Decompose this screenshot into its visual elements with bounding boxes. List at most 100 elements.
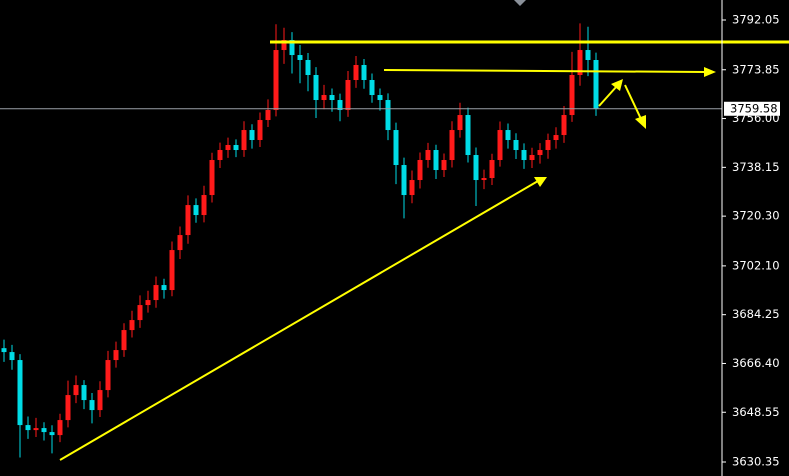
candle-body [345,80,351,111]
candle-body [145,300,151,306]
candle-body [185,205,191,236]
candle-body [561,115,567,136]
candle-body [49,432,55,436]
candle-body [337,100,343,111]
price-axis: 3792.053773.853756.003738.153720.303702.… [722,13,780,469]
candle-body [201,195,207,216]
candle-body [89,400,95,411]
arrow-head [704,67,716,77]
y-tick-label: 3684.25 [732,307,780,321]
candle-body [193,205,199,216]
candle-body [569,75,575,116]
candle-body [513,140,519,151]
candle-body [457,115,463,131]
candle-body [441,160,447,171]
candle-body [409,180,415,196]
candle-body [281,40,287,51]
candle-body [593,59,599,109]
arrow-head [534,177,547,187]
candle-body [329,95,335,101]
y-tick-label: 3702.10 [732,258,780,272]
candle-body [537,150,543,156]
candle-body [577,50,583,76]
candle-body [1,348,7,353]
candle-body [233,145,239,151]
candle-body [369,80,375,96]
candle-body [305,59,311,76]
candle-body [473,155,479,181]
candle-body [489,160,495,179]
y-tick-label: 3666.40 [732,356,780,370]
candle-body [137,305,143,321]
candle-body [273,50,279,111]
candle-body [257,120,263,141]
last-price-box [724,101,780,116]
level-arrow [383,69,707,73]
candle-body [265,110,271,121]
candle-body [521,150,527,161]
y-tick-label: 3648.55 [732,405,780,419]
trend-line [59,180,539,461]
candle-body [105,360,111,391]
candle-body [377,95,383,101]
candle-body [481,178,487,181]
y-tick-label: 3630.35 [732,455,780,469]
candle-body [401,165,407,196]
candle-body [73,385,79,396]
drawings [59,40,789,461]
candle-body [225,145,231,151]
projection-down [624,84,642,120]
candle-body [497,130,503,161]
candle-body [393,130,399,166]
candle-body [177,235,183,251]
candle-body [585,50,591,60]
candle-body [33,428,39,431]
candle-body [449,130,455,161]
y-tick-label: 3792.05 [732,13,780,27]
candle-body [465,115,471,156]
candles [0,23,722,458]
candle-body [385,100,391,131]
candle-body [121,330,127,351]
candle-body [65,395,71,421]
candle-body [217,150,223,161]
candle-body [321,95,327,101]
y-tick-label: 3773.85 [732,62,780,76]
candle-body [545,140,551,151]
candle-body [41,428,47,433]
candle-body [17,360,23,426]
candle-body [209,160,215,196]
candle-body [529,155,535,161]
candle-body [169,250,175,291]
candle-body [97,390,103,411]
candle-body [161,285,167,291]
candle-body [313,75,319,101]
last-price-label: 3759.58 [730,101,778,115]
candle-body [25,425,31,431]
y-tick-label: 3738.15 [732,160,780,174]
scroll-marker [514,0,526,6]
candle-body [353,65,359,81]
candle-body [553,135,559,141]
arrow-head [635,115,646,129]
candle-body [57,420,63,436]
candle-body [505,130,511,141]
candle-body [417,160,423,181]
candle-body [113,350,119,361]
arrow-head [611,79,623,91]
candle-body [249,130,255,141]
candle-body [297,55,303,60]
candle-body [289,40,295,56]
candle-body [361,65,367,81]
candle-body [425,150,431,161]
projection-up [598,85,618,107]
candle-body [9,352,15,361]
candle-body [241,130,247,151]
candle-body [129,320,135,331]
candle-body [433,150,439,171]
candle-body [81,385,87,401]
y-tick-label: 3720.30 [732,209,780,223]
